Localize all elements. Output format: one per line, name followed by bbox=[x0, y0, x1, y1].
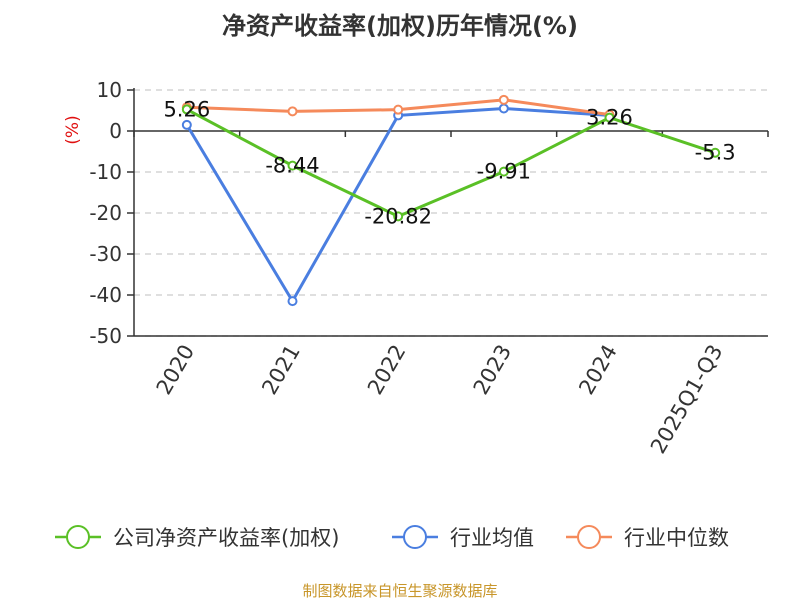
data-label: 5.26 bbox=[163, 97, 210, 121]
y-tick-label: -50 bbox=[89, 324, 122, 348]
series-lines bbox=[181, 94, 721, 307]
y-tick-label: -10 bbox=[89, 160, 122, 184]
axes bbox=[133, 88, 769, 337]
y-tick-label: -20 bbox=[89, 201, 122, 225]
chart-title: 净资产收益率(加权)历年情况(%) bbox=[222, 12, 578, 40]
data-point bbox=[393, 211, 404, 222]
data-labels: 5.26 -8.44 -20.82 -9.91 3.26 -5.3 bbox=[163, 97, 735, 228]
y-tick-label: 10 bbox=[97, 78, 122, 102]
data-point bbox=[498, 103, 509, 114]
data-point bbox=[710, 147, 721, 158]
y-axis-unit: (%) bbox=[63, 115, 83, 144]
data-label: -20.82 bbox=[364, 204, 432, 228]
data-label: -9.91 bbox=[477, 160, 531, 184]
series-line bbox=[186, 108, 716, 219]
data-point bbox=[287, 106, 298, 117]
x-axis-ticks: 2020 2021 2022 2023 2024 2025Q1-Q3 bbox=[152, 341, 728, 458]
legend-label: 公司净资产收益率(加权) bbox=[113, 526, 339, 550]
y-tick-label: 0 bbox=[109, 119, 122, 143]
data-point bbox=[604, 112, 615, 123]
y-tick-label: -30 bbox=[89, 242, 122, 266]
x-tick-label: 2022 bbox=[363, 341, 411, 399]
legend-item[interactable]: 行业均值 bbox=[392, 525, 534, 550]
data-point bbox=[181, 119, 192, 130]
x-tick-label: 2024 bbox=[574, 341, 622, 399]
data-point bbox=[181, 104, 192, 115]
legend-marker bbox=[66, 525, 90, 549]
x-tick-label: 2023 bbox=[469, 341, 517, 399]
x-tick-label: 2020 bbox=[152, 341, 200, 399]
y-tick-label: -40 bbox=[89, 283, 122, 307]
data-point bbox=[498, 166, 509, 177]
legend: 公司净资产收益率(加权) 行业均值 行业中位数 bbox=[55, 525, 729, 550]
legend-item[interactable]: 公司净资产收益率(加权) bbox=[55, 525, 339, 550]
data-point bbox=[498, 94, 509, 105]
grid-lines bbox=[134, 89, 768, 337]
legend-label: 行业均值 bbox=[450, 526, 534, 550]
legend-marker bbox=[403, 525, 427, 549]
data-label: -8.44 bbox=[265, 154, 319, 178]
x-tick-label: 2025Q1-Q3 bbox=[646, 341, 728, 458]
data-point bbox=[287, 160, 298, 171]
legend-label: 行业中位数 bbox=[624, 526, 729, 550]
legend-marker bbox=[577, 525, 601, 549]
data-point bbox=[287, 296, 298, 307]
data-label: 3.26 bbox=[586, 106, 633, 130]
data-point bbox=[393, 104, 404, 115]
source-note: 制图数据来自恒生聚源数据库 bbox=[302, 582, 497, 600]
legend-item[interactable]: 行业中位数 bbox=[566, 525, 729, 550]
data-label: -5.3 bbox=[695, 141, 736, 165]
y-axis-ticks: 10 0 -10 -20 -30 -40 -50 bbox=[89, 78, 134, 348]
x-tick-label: 2021 bbox=[257, 341, 305, 399]
